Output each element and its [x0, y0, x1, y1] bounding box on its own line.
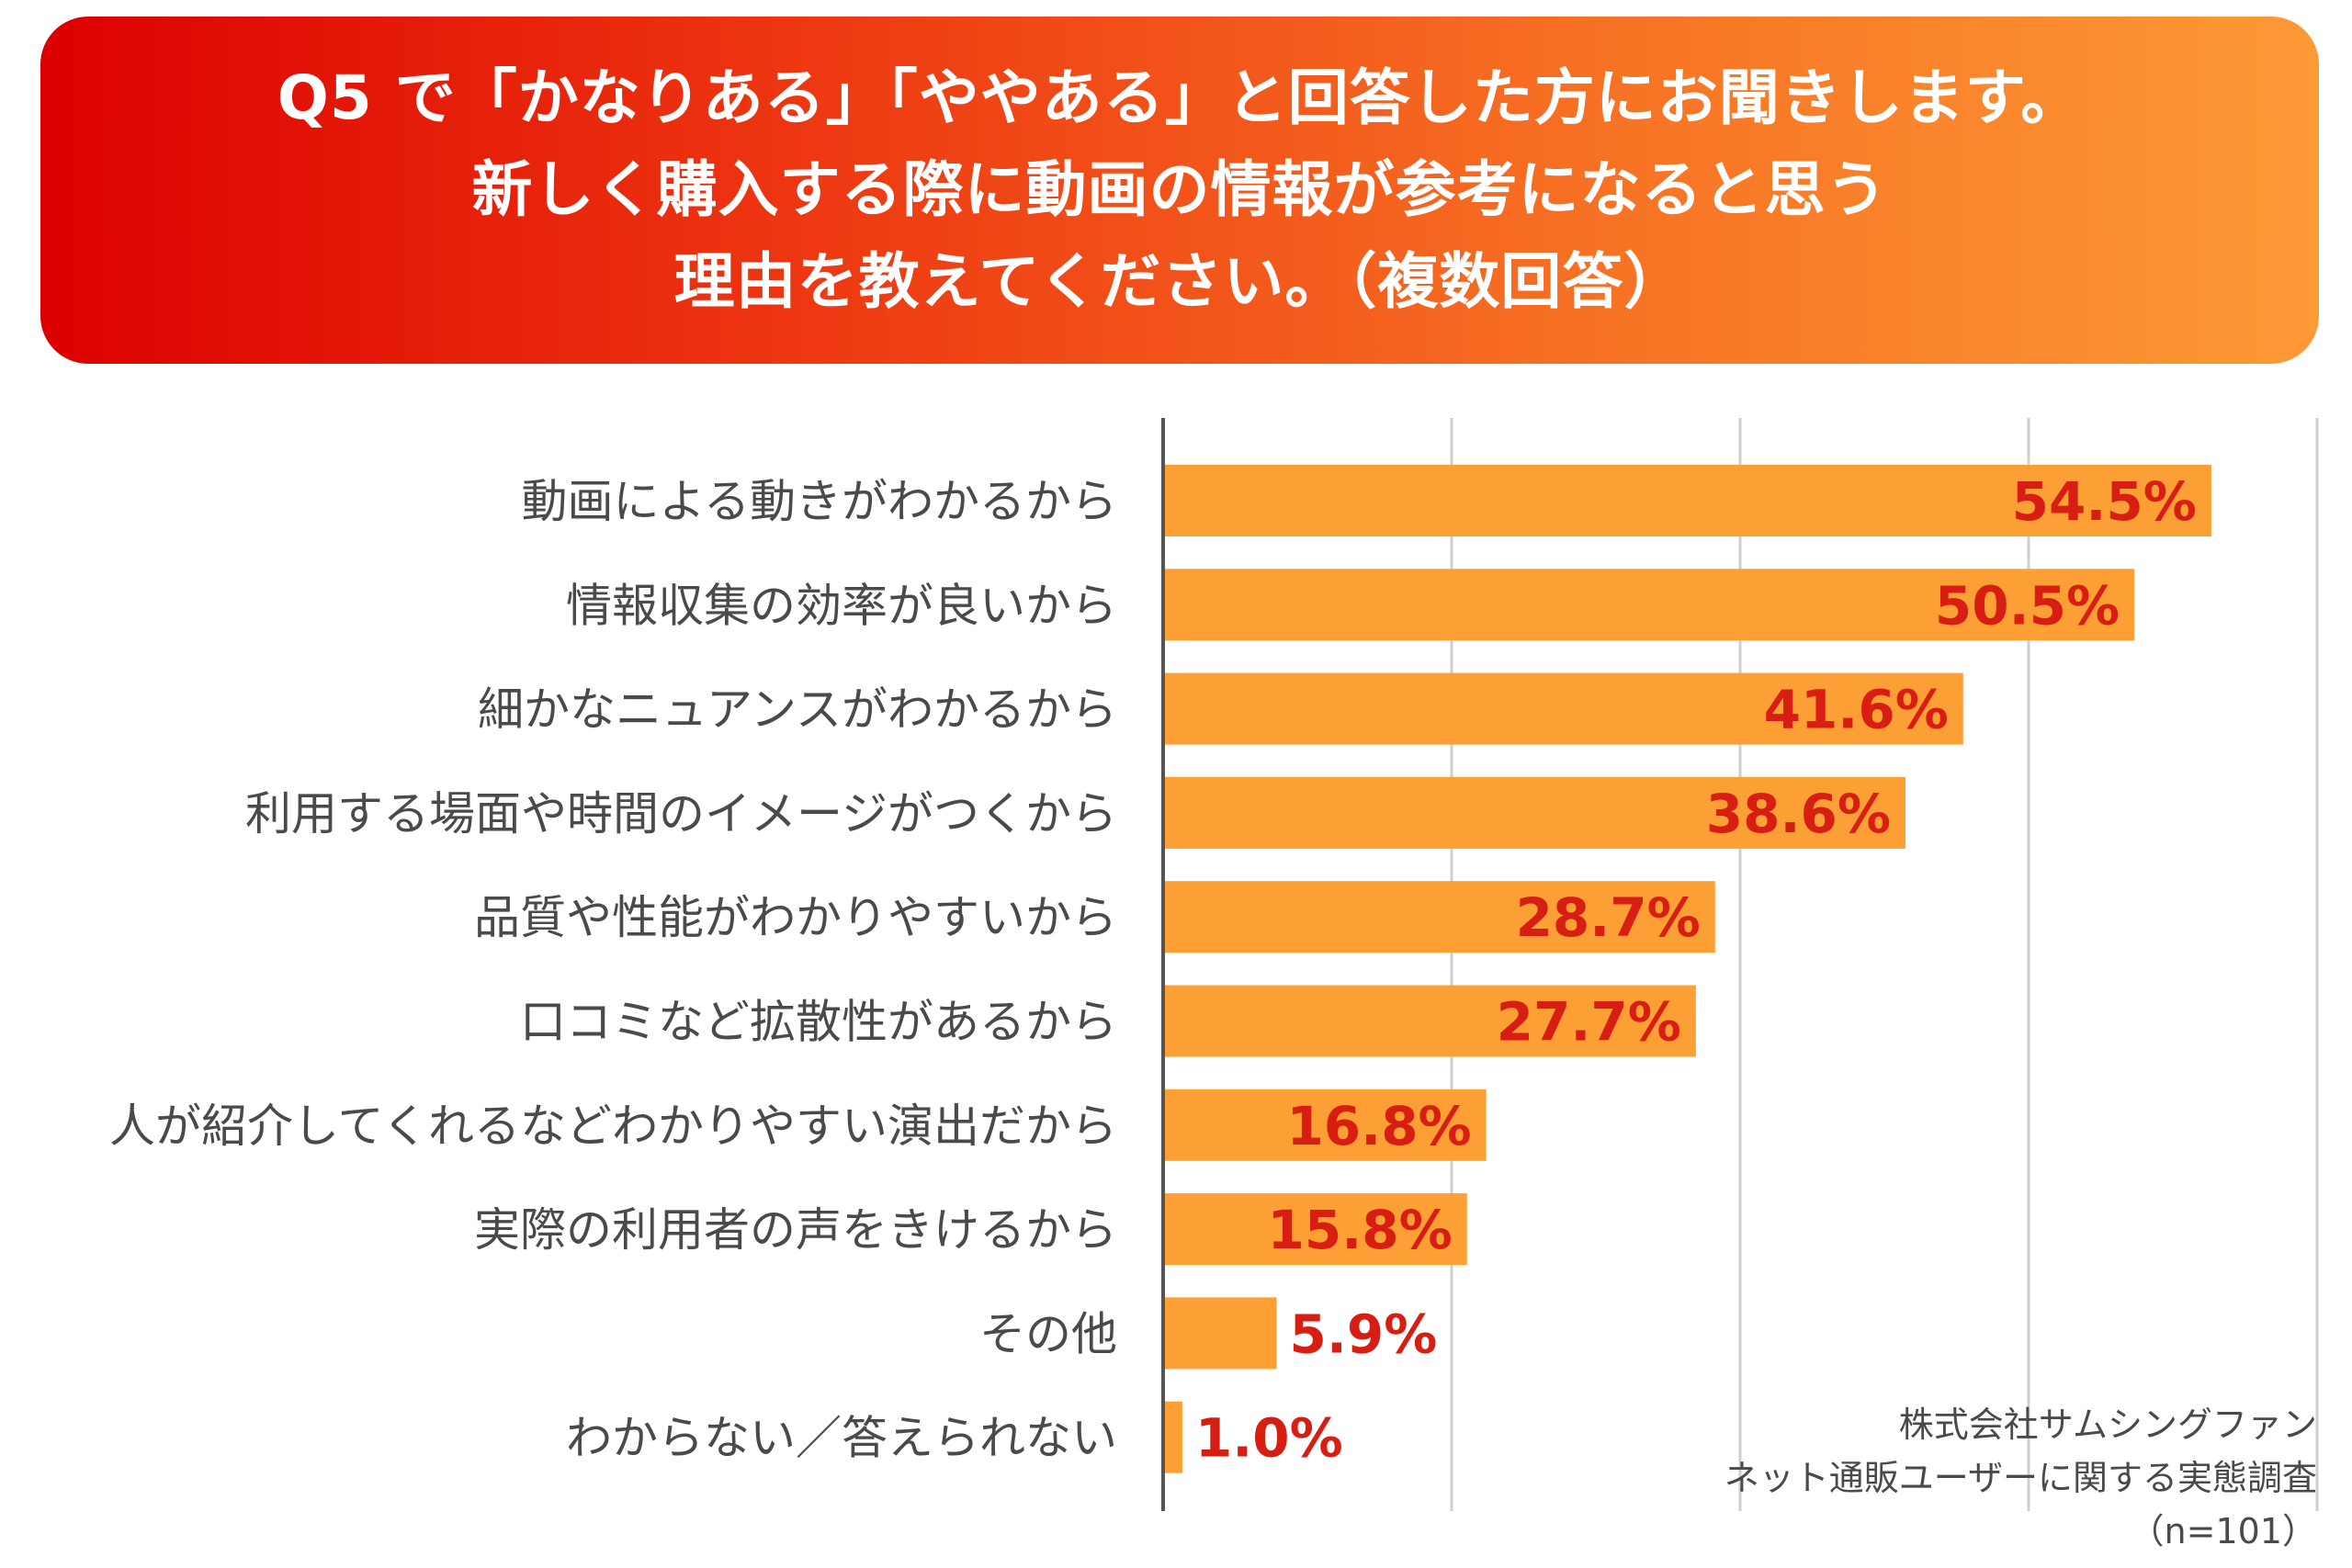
- bar-9: [1163, 1297, 1277, 1370]
- category-label-2: 情報収集の効率が良いから: [566, 579, 1117, 632]
- category-label-5: 品質や性能がわかりやすいから: [474, 891, 1117, 944]
- bar-1: [1163, 465, 2211, 536]
- category-label-1: 動画による動きがわかるから: [522, 475, 1118, 528]
- source-note: 株式会社サムシングファン ネット通販ユーザーに関する実態調査 （n=101）: [1724, 1398, 2317, 1558]
- bar-4: [1163, 776, 1906, 849]
- value-label-10: 1.0%: [1195, 1407, 1343, 1470]
- bar-5: [1163, 881, 1715, 953]
- bar-10: [1163, 1401, 1182, 1473]
- value-label-8: 15.8%: [1268, 1199, 1453, 1261]
- category-label-8: 実際の利用者の声をきけるから: [474, 1203, 1117, 1257]
- value-label-9: 5.9%: [1290, 1303, 1438, 1365]
- bar-6: [1163, 985, 1696, 1057]
- value-label-3: 41.6%: [1764, 679, 1949, 741]
- chart-title-line-1: Q5 で「かなりある」「ややある」と回答した方にお聞きします。: [277, 62, 2083, 133]
- category-label-3: 細かなニュアンスがわかるから: [478, 683, 1117, 737]
- category-label-9: その他: [979, 1307, 1117, 1360]
- value-label-5: 28.7%: [1516, 886, 1701, 949]
- category-label-6: 口コミなど拡散性があるから: [520, 996, 1117, 1049]
- bar-2: [1163, 569, 2135, 641]
- value-label-1: 54.5%: [2012, 470, 2197, 533]
- bar-8: [1163, 1193, 1467, 1266]
- bar-3: [1163, 672, 1963, 745]
- category-label-4: 利用する場面や時間のイメージがつくから: [245, 787, 1117, 840]
- value-label-6: 27.7%: [1497, 991, 1681, 1054]
- value-label-4: 38.6%: [1706, 783, 1891, 845]
- category-label-10: わからない／答えられない: [566, 1412, 1117, 1465]
- value-label-2: 50.5%: [1935, 574, 2120, 637]
- value-label-7: 16.8%: [1286, 1095, 1471, 1157]
- source-sample-size: （n=101）: [2129, 1511, 2317, 1551]
- category-label-7: 人が紹介してくれるなどわかりやすい演出だから: [109, 1100, 1117, 1153]
- chart-title-banner: Q5 で「かなりある」「ややある」と回答した方にお聞きします。 新しく購入する際…: [40, 17, 2319, 364]
- chart-title-line-2: 新しく購入する際に動画の情報が参考になると思う: [471, 154, 1888, 225]
- source-survey-name: ネット通販ユーザーに関する実態調査: [1724, 1458, 2317, 1498]
- bar-7: [1163, 1089, 1487, 1161]
- source-company: 株式会社サムシングファン: [1898, 1404, 2317, 1445]
- chart-title-line-3: 理由を教えてください。（複数回答）: [673, 246, 1686, 317]
